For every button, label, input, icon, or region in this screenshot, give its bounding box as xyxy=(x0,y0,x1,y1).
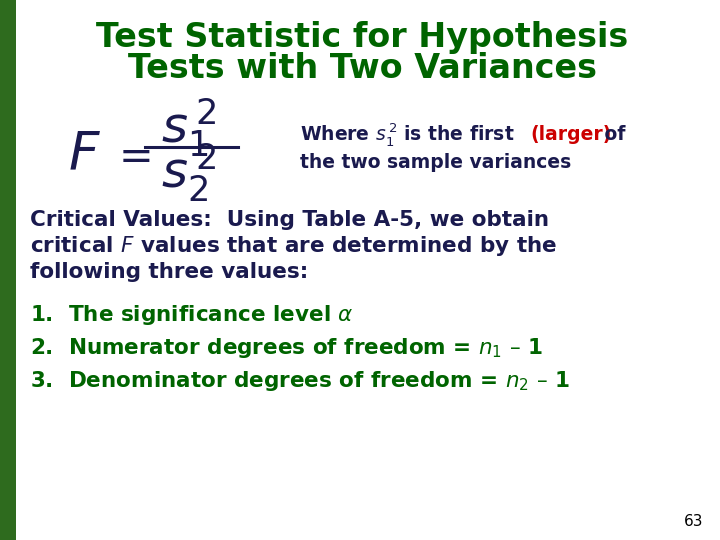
Text: Where $s_1^{\,2}$ is the first: Where $s_1^{\,2}$ is the first xyxy=(300,122,515,148)
Text: $\mathit{s}_2^{\,2}$: $\mathit{s}_2^{\,2}$ xyxy=(161,141,215,204)
Text: 2.  Numerator degrees of freedom = $n_1$ – 1: 2. Numerator degrees of freedom = $n_1$ … xyxy=(30,336,544,360)
Text: Tests with Two Variances: Tests with Two Variances xyxy=(127,51,596,84)
Text: following three values:: following three values: xyxy=(30,262,308,282)
Text: the two sample variances: the two sample variances xyxy=(300,152,571,172)
Text: $\mathit{F}$: $\mathit{F}$ xyxy=(68,129,101,181)
Text: of: of xyxy=(598,125,626,145)
Bar xyxy=(0,0,16,540)
Text: 63: 63 xyxy=(683,515,703,530)
Text: $\mathit{s}_1^{\,2}$: $\mathit{s}_1^{\,2}$ xyxy=(161,97,215,159)
Text: $=$: $=$ xyxy=(110,134,150,176)
Text: (larger): (larger) xyxy=(530,125,611,145)
Text: 1.  The significance level $\alpha$: 1. The significance level $\alpha$ xyxy=(30,303,354,327)
Text: 3.  Denominator degrees of freedom = $n_2$ – 1: 3. Denominator degrees of freedom = $n_2… xyxy=(30,369,570,393)
Text: critical $\mathit{F}$ values that are determined by the: critical $\mathit{F}$ values that are de… xyxy=(30,234,557,258)
Text: Critical Values:  Using Table A-5, we obtain: Critical Values: Using Table A-5, we obt… xyxy=(30,210,549,230)
Text: Test Statistic for Hypothesis: Test Statistic for Hypothesis xyxy=(96,21,628,53)
